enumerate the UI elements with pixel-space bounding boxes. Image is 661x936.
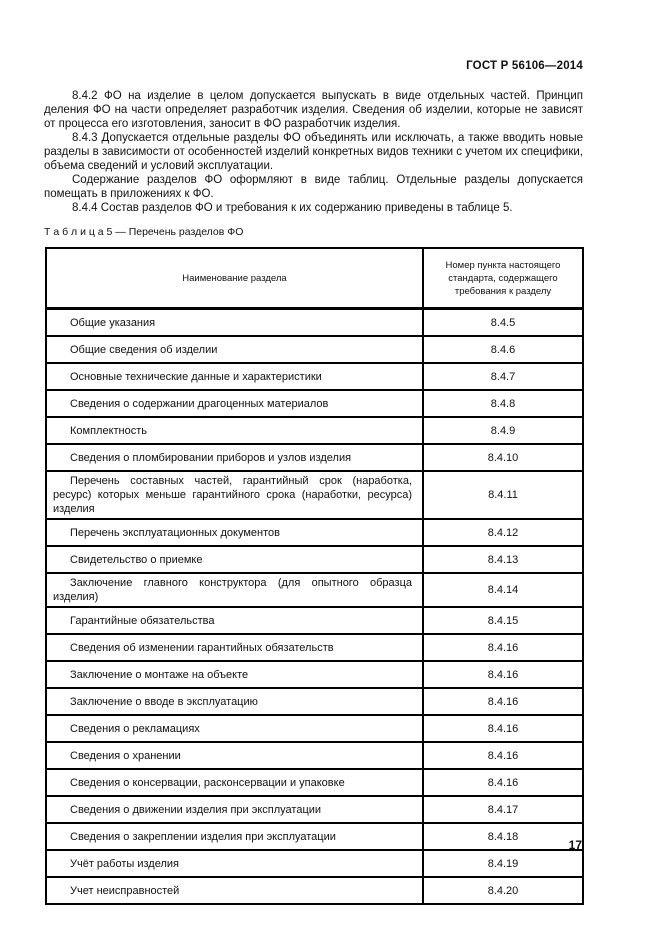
table-row: Учёт работы изделия 8.4.19 [45,849,584,878]
clause-number-cell: 8.4.16 [422,687,584,716]
section-name-cell: Общие сведения об изделии [45,335,424,364]
section-name-cell: Сведения о рекламациях [45,714,424,743]
clause-number-cell: 8.4.13 [422,545,584,574]
section-name-cell: Сведения о содержании драгоценных матери… [45,389,424,418]
table-row: Заключение главного конструктора (для оп… [45,572,584,608]
section-name-cell: Сведения о закреплении изделия при экспл… [45,822,424,851]
table-row: Основные технические данные и характерис… [45,362,584,391]
clause-number-cell: 8.4.15 [422,606,584,635]
clause-number-cell: 8.4.16 [422,768,584,797]
clause-number-cell: 8.4.18 [422,822,584,851]
table-header-row: Наименование раздела Номер пункта настоя… [45,247,584,310]
column-header-clause-number: Номер пункта настоящего стандарта, содер… [422,247,584,310]
doc-number: ГОСТ Р 56106—2014 [466,60,583,72]
section-name-cell: Учет неисправностей [45,876,424,905]
clause-number-cell: 8.4.7 [422,362,584,391]
section-name-cell: Свидетельство о приемке [45,545,424,574]
paragraph-8-4-4: 8.4.4 Состав разделов ФО и требования к … [72,202,513,214]
section-name-cell: Сведения о хранении [45,741,424,770]
section-name-cell: Заключение о вводе в эксплуатацию [45,687,424,716]
clause-number-cell: 8.4.16 [422,714,584,743]
section-name-cell: Общие указания [45,307,424,337]
table-row: Сведения о движении изделия при эксплуат… [45,795,584,824]
paragraph-contents: Содержание разделов ФО оформляют в виде … [44,174,583,200]
clause-number-cell: 8.4.12 [422,518,584,547]
section-name-cell: Основные технические данные и характерис… [45,362,424,391]
clause-number-cell: 8.4.20 [422,876,584,905]
section-name-cell: Сведения об изменении гарантийных обязат… [45,633,424,662]
table-row: Свидетельство о приемке 8.4.13 [45,545,584,574]
table-body: Общие указания 8.4.5 Общие сведения об изд… [45,307,584,905]
section-name-cell: Гарантийные обязательства [45,606,424,635]
paragraph-8-4-3: 8.4.3 Допускается отдельные разделы ФО о… [44,132,583,172]
clause-number-cell: 8.4.10 [422,443,584,472]
table-row: Перечень эксплуатационных документов 8.4.… [45,518,584,547]
section-name-cell: Учёт работы изделия [45,849,424,878]
section-name-cell: Перечень составных частей, гарантийный с… [45,470,424,520]
clause-number-cell: 8.4.16 [422,660,584,689]
running-header: ГОСТ Р 56106—2014 [44,60,583,72]
table-row: Сведения о рекламациях 8.4.16 [45,714,584,743]
table-header: Наименование раздела Номер пункта настоя… [45,247,584,310]
table-row: Сведения о хранении 8.4.16 [45,741,584,770]
clause-number-cell: 8.4.17 [422,795,584,824]
clause-number-cell: 8.4.11 [422,470,584,520]
table-row: Сведения о закреплении изделия при экспл… [45,822,584,851]
clause-number-cell: 8.4.5 [422,307,584,337]
table-row: Перечень составных частей, гарантийный с… [45,470,584,520]
clause-number-cell: 8.4.8 [422,389,584,418]
clause-number-cell: 8.4.16 [422,741,584,770]
paragraph-8-4-2: 8.4.2 ФО на изделие в целом допускается … [44,90,583,130]
page-content: ГОСТ Р 56106—2014 8.4.2 ФО на изделие в … [44,60,584,905]
section-name-cell: Перечень эксплуатационных документов [45,518,424,547]
table-row: Заключение о вводе в эксплуатацию 8.4.16 [45,687,584,716]
table-row: Общие сведения об изделии 8.4.6 [45,335,584,364]
clause-number-cell: 8.4.9 [422,416,584,445]
clause-number-cell: 8.4.19 [422,849,584,878]
table-row: Сведения об изменении гарантийных обязат… [45,633,584,662]
section-name-cell: Комплектность [45,416,424,445]
table-row: Сведения о консервации, расконсервации и… [45,768,584,797]
section-name-cell: Заключение о монтаже на объекте [45,660,424,689]
section-name-cell: Сведения о движении изделия при эксплуат… [45,795,424,824]
sections-table: Наименование раздела Номер пункта настоя… [45,247,584,905]
body-text: 8.4.2 ФО на изделие в целом допускается … [44,89,583,215]
section-name-cell: Сведения о пломбировании приборов и узло… [45,443,424,472]
table-row: Комплектность 8.4.9 [45,416,584,445]
section-name-cell: Сведения о консервации, расконсервации и… [45,768,424,797]
table-row: Сведения о содержании драгоценных матери… [45,389,584,418]
table-row: Заключение о монтаже на объекте 8.4.16 [45,660,584,689]
page-number: 17 [568,838,582,852]
clause-number-cell: 8.4.16 [422,633,584,662]
clause-number-cell: 8.4.6 [422,335,584,364]
table-row: Гарантийные обязательства 8.4.15 [45,606,584,635]
clause-number-cell: 8.4.14 [422,572,584,608]
section-name-cell: Заключение главного конструктора (для оп… [45,572,424,608]
table-row: Сведения о пломбировании приборов и узло… [45,443,584,472]
table-caption: Т а б л и ц а 5 — Перечень разделов ФО [44,226,244,238]
column-header-section-name: Наименование раздела [45,247,424,310]
table-row: Учет неисправностей 8.4.20 [45,876,584,905]
table-row: Общие указания 8.4.5 [45,307,584,337]
